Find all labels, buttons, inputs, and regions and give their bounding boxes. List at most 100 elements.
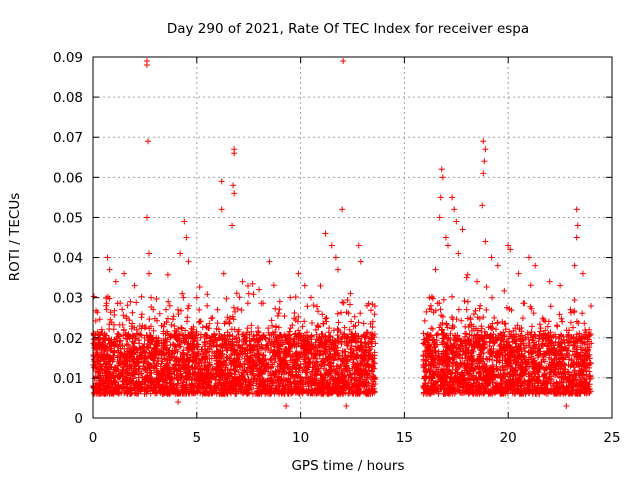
roti-point [334, 266, 341, 273]
x-tick-label: 5 [193, 430, 202, 446]
roti-point [482, 238, 489, 245]
data-points [90, 58, 595, 409]
x-tick-label: 20 [500, 430, 517, 446]
roti-point [515, 270, 522, 277]
roti-point [183, 234, 190, 241]
y-tick-label: 0.02 [53, 331, 83, 347]
roti-point [322, 230, 329, 237]
roti-point [177, 250, 184, 257]
roti-point [179, 290, 186, 297]
roti-noise-markers [90, 271, 595, 397]
roti-point [146, 250, 153, 257]
roti-point [214, 306, 221, 313]
roti-point [166, 302, 173, 309]
roti-point [364, 302, 371, 309]
roti-point [175, 398, 182, 405]
roti-point [453, 218, 460, 225]
roti-point [158, 322, 165, 329]
x-tick-label: 25 [603, 430, 620, 446]
roti-point [474, 278, 481, 285]
roti-point [283, 402, 290, 409]
roti-point [437, 194, 444, 201]
roti-point [148, 294, 155, 301]
y-axis-label: ROTI / TECUs [7, 193, 23, 281]
roti-point [276, 298, 283, 305]
roti-point [328, 242, 335, 249]
roti-point [459, 226, 466, 233]
roti-point [579, 270, 586, 277]
roti-point [301, 282, 308, 289]
roti-point [146, 270, 153, 277]
roti-point [525, 254, 532, 261]
roti-point [488, 254, 495, 261]
roti-point [571, 262, 578, 269]
roti-point [451, 206, 458, 213]
roti-point [295, 270, 302, 277]
roti-point [104, 254, 111, 261]
roti-point [557, 282, 564, 289]
roti-point [218, 206, 225, 213]
roti-point [131, 282, 138, 289]
roti-point [586, 326, 593, 333]
roti-point [145, 138, 152, 145]
roti-point [266, 258, 273, 265]
roti-point [121, 270, 128, 277]
roti-point [231, 190, 238, 197]
roti-point [220, 270, 227, 277]
roti-point [480, 138, 487, 145]
roti-point [245, 290, 252, 297]
roti-point [532, 262, 539, 269]
roti-point [480, 170, 487, 177]
plot-frame [92, 56, 613, 419]
roti-point [546, 278, 553, 285]
roti-point [230, 182, 237, 189]
roti-point [287, 294, 294, 301]
roti-point [340, 58, 347, 65]
roti-point [482, 146, 489, 153]
roti-point [143, 214, 150, 221]
roti-point [357, 258, 364, 265]
roti-point [444, 242, 451, 249]
roti-point [127, 298, 134, 305]
roti-point [112, 278, 119, 285]
y-tick-label: 0.09 [53, 50, 83, 66]
x-tick-label: 10 [292, 430, 309, 446]
roti-point [505, 242, 512, 249]
roti-point [573, 206, 580, 213]
roti-point [507, 246, 514, 253]
roti-point [442, 234, 449, 241]
roti-point [436, 214, 443, 221]
roti-point [426, 294, 433, 301]
roti-point [563, 402, 570, 409]
y-tick-label: 0 [74, 411, 83, 427]
x-tick-label: 0 [89, 430, 98, 446]
roti-point [231, 150, 238, 157]
roti-point [193, 294, 200, 301]
roti-point [432, 266, 439, 273]
y-tick-label: 0.01 [53, 371, 83, 387]
roti-point [143, 58, 150, 65]
y-tick-label: 0.03 [53, 291, 83, 307]
y-tick-label: 0.07 [53, 130, 83, 146]
roti-point [106, 266, 113, 273]
roti-point [239, 278, 246, 285]
roti-point [449, 194, 456, 201]
roti-point [256, 286, 263, 293]
chart-title: Day 290 of 2021, Rate Of TEC Index for r… [167, 21, 529, 37]
roti-point [574, 222, 581, 229]
roti-point [455, 250, 462, 257]
roti-point [343, 402, 350, 409]
roti-point [567, 306, 574, 313]
roti-point [339, 206, 346, 213]
y-tick-label: 0.04 [53, 251, 83, 267]
y-tick-label: 0.05 [53, 210, 83, 226]
roti-point [307, 294, 314, 301]
roti-point [229, 222, 236, 229]
y-tick-label: 0.08 [53, 90, 83, 106]
x-axis-label: GPS time / hours [291, 458, 404, 474]
roti-point [573, 234, 580, 241]
roti-point [185, 258, 192, 265]
roti-point [355, 242, 362, 249]
